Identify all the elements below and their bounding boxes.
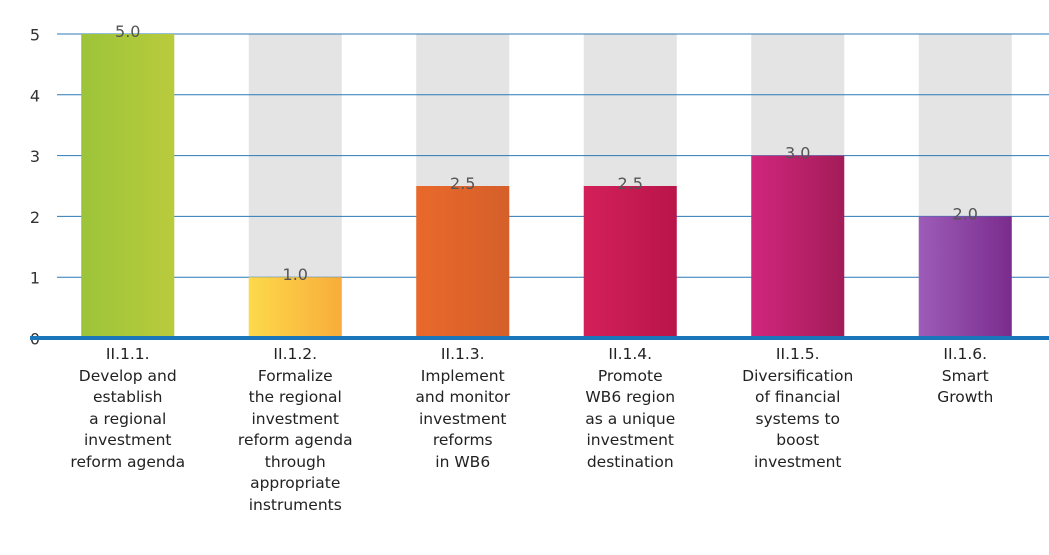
- x-tick-label: II.1.2. Formalize the regional investmen…: [237, 345, 353, 514]
- x-tick-label: II.1.4. Promote WB6 region as a unique i…: [585, 345, 676, 471]
- value-label: 2.5: [618, 174, 643, 193]
- y-tick-label: 4: [30, 86, 40, 105]
- value-label: 5.0: [115, 22, 140, 41]
- bar: [583, 186, 677, 338]
- value-label: 3.0: [785, 144, 810, 163]
- y-tick-label: 5: [30, 26, 40, 45]
- y-tick-label: 1: [30, 269, 40, 288]
- bar: [416, 186, 510, 338]
- bar: [918, 216, 1012, 338]
- bar: [81, 34, 175, 338]
- x-tick-label: II.1.6. Smart Growth: [937, 345, 994, 406]
- x-tick-label: II.1.1. Develop and establish a regional…: [70, 345, 186, 471]
- x-tick-label: II.1.3. Implement and monitor investment…: [415, 345, 511, 471]
- bar: [751, 155, 845, 338]
- x-tick-label: II.1.5. Diversification of financial sys…: [742, 345, 854, 471]
- value-label: 2.0: [953, 204, 978, 223]
- bar: [248, 277, 342, 338]
- y-tick-label: 2: [30, 208, 40, 227]
- y-tick-label: 3: [30, 147, 40, 166]
- value-label: 2.5: [450, 174, 475, 193]
- value-label: 1.0: [283, 265, 308, 284]
